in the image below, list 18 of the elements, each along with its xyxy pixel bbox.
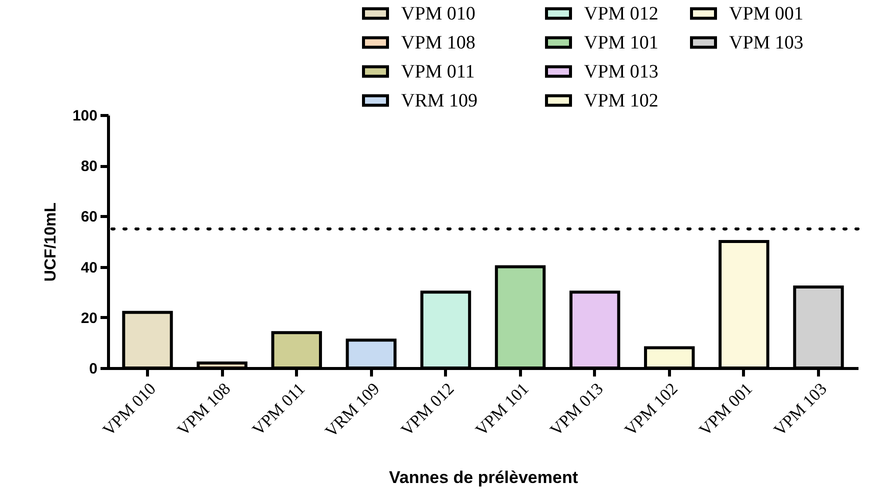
y-tick-label: 100: [72, 108, 98, 124]
legend-label: VPM 103: [729, 32, 804, 54]
legend-label: VRM 109: [401, 90, 478, 112]
y-axis-title: UCF/10mL: [42, 202, 60, 282]
y-tick-label: 0: [89, 360, 98, 378]
y-tick-label: 20: [80, 310, 98, 327]
y-tick-label: 60: [80, 208, 98, 226]
y-tick-label: 80: [80, 158, 98, 176]
legend-label: VPM 013: [584, 62, 658, 82]
legend-label: VPM 012: [584, 4, 658, 24]
legend-label: VPM 010: [401, 4, 476, 24]
legend-label: VPM 011: [401, 62, 475, 82]
x-axis-title: Vannes de prélèvement: [389, 468, 578, 488]
legend-label: VPM 108: [401, 32, 476, 54]
legend-label: VPM 102: [584, 90, 658, 112]
y-tick-label: 40: [80, 259, 98, 276]
legend-label: VPM 101: [584, 32, 658, 54]
legend-label: VPM 001: [729, 4, 804, 24]
